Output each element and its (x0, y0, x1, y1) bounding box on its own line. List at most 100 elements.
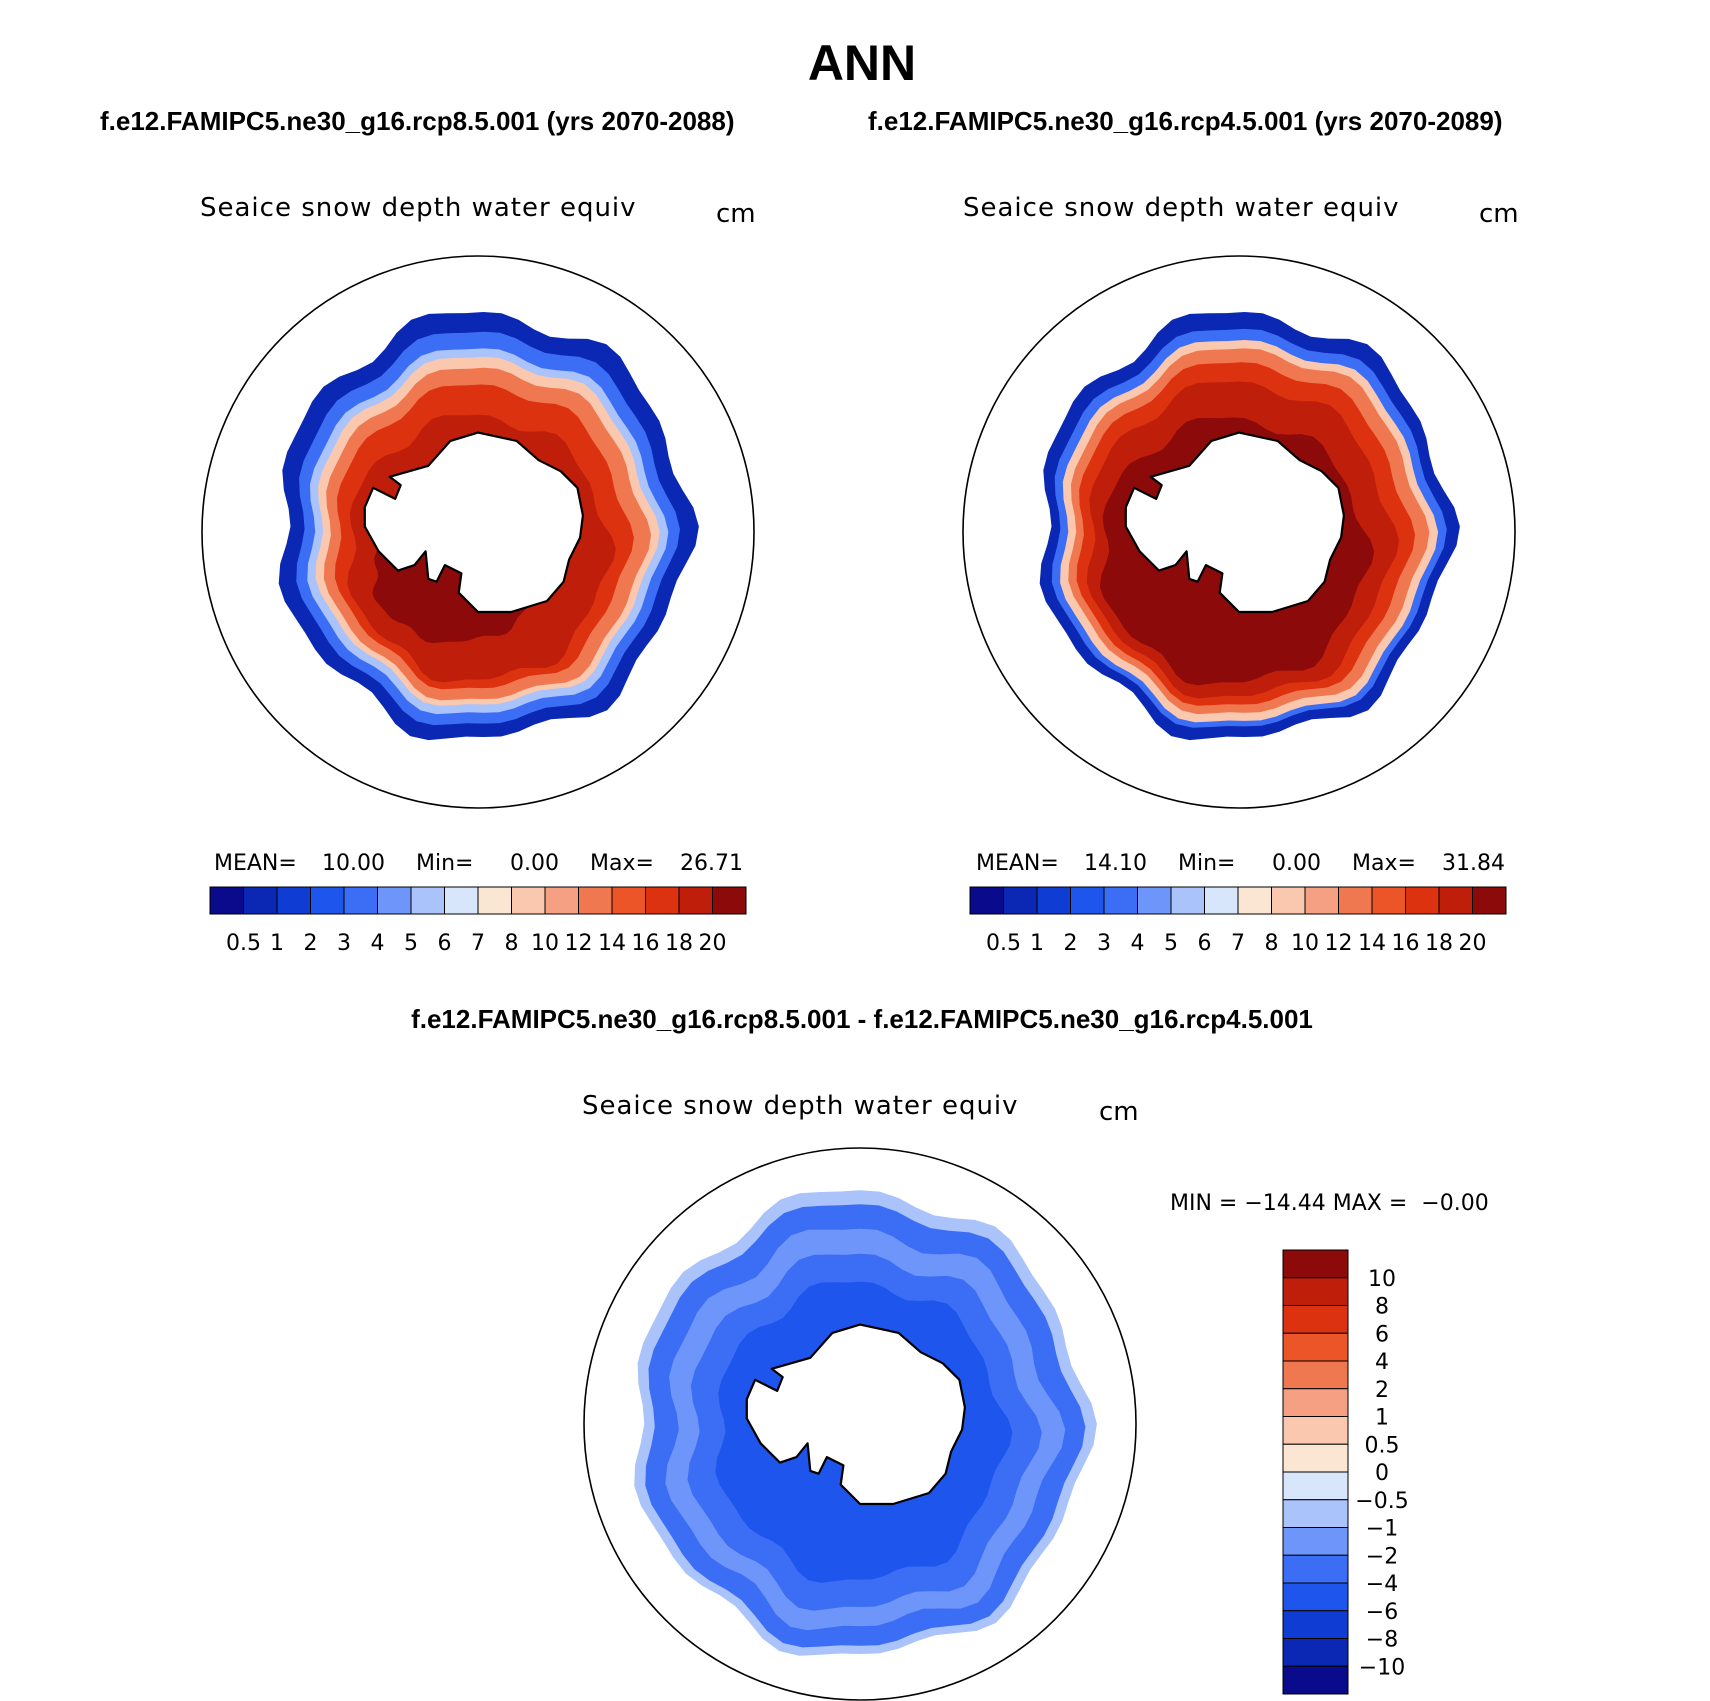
antarctica-coastline (1124, 431, 1345, 614)
colorbar-box (1103, 886, 1138, 915)
colorbar-box (1282, 1610, 1349, 1639)
colorbar-box (678, 886, 713, 915)
colorbar-box (544, 886, 579, 915)
left-stats: MEAN= 10.00 Min= 0.00 Max= 26.71 (214, 851, 743, 876)
colorbar-tick-label: 4 (371, 931, 385, 956)
right-map (962, 255, 1516, 809)
colorbar-tick-label: −10 (1359, 1655, 1405, 1680)
colorbar-box (611, 886, 646, 915)
colorbar-box (1170, 886, 1205, 915)
colorbar-box (1204, 886, 1239, 915)
left-mean-value: 10.00 (322, 851, 385, 876)
colorbar-tick-label: 20 (1459, 931, 1487, 956)
colorbar-box (209, 886, 244, 915)
right-case-label: f.e12.FAMIPC5.ne30_g16.rcp4.5.001 (yrs 2… (868, 106, 1503, 136)
colorbar-tick-label: 6 (1198, 931, 1212, 956)
right-panel: Seaice snow depth water equiv cm MEAN= 1… (962, 193, 1519, 956)
colorbar-box (1282, 1443, 1349, 1473)
colorbar-box (1282, 1499, 1349, 1528)
left-min-label: Min= (416, 851, 473, 876)
right-max-value: 31.84 (1442, 851, 1505, 876)
colorbar-tick-label: −2 (1366, 1544, 1398, 1569)
colorbar-tick-label: 10 (1368, 1267, 1396, 1292)
colorbar-box (1282, 1360, 1349, 1390)
colorbar-tick-label: 2 (1375, 1378, 1389, 1403)
right-variable-label: Seaice snow depth water equiv (963, 193, 1400, 223)
left-case-label: f.e12.FAMIPC5.ne30_g16.rcp8.5.001 (yrs 2… (100, 106, 735, 136)
colorbar-tick-label: 0.5 (1365, 1433, 1400, 1458)
colorbar-box (1070, 886, 1105, 915)
colorbar-box (1036, 886, 1071, 915)
colorbar-tick-label: −1 (1366, 1517, 1398, 1542)
diff-min-max: MIN = −14.44 MAX = −0.00 (1170, 1191, 1489, 1216)
colorbar-box (276, 886, 311, 915)
colorbar-box (310, 886, 345, 915)
colorbar-box (1237, 886, 1272, 915)
colorbar-box (1282, 1332, 1349, 1362)
colorbar-tick-label: 12 (565, 931, 593, 956)
colorbar-tick-label: 18 (1425, 931, 1453, 956)
map-boundary (201, 255, 755, 809)
colorbar-box (511, 886, 546, 915)
right-mean-label: MEAN= (976, 851, 1059, 876)
right-min-label: Min= (1178, 851, 1235, 876)
colorbar-tick-label: 16 (1392, 931, 1420, 956)
antarctica-coastline (363, 431, 584, 614)
colorbar-box (444, 886, 479, 915)
colorbar-tick-label: 2 (1064, 931, 1078, 956)
diff-map (583, 1147, 1137, 1701)
left-panel: Seaice snow depth water equiv cm MEAN= 1… (200, 193, 756, 956)
map-boundary (962, 255, 1516, 809)
map-boundary (583, 1147, 1137, 1701)
left-mean-label: MEAN= (214, 851, 297, 876)
colorbar-box (578, 886, 613, 915)
colorbar-box (1338, 886, 1373, 915)
colorbar-box (377, 886, 412, 915)
colorbar-tick-label: 5 (1164, 931, 1178, 956)
colorbar-box (343, 886, 378, 915)
colorbar-box (1271, 886, 1306, 915)
map-field (1039, 312, 1460, 741)
left-map (201, 255, 755, 809)
diff-panel: f.e12.FAMIPC5.ne30_g16.rcp8.5.001 - f.e1… (411, 1004, 1489, 1701)
colorbar-tick-label: 16 (632, 931, 660, 956)
colorbar-tick-label: 1 (270, 931, 284, 956)
colorbar-box (1304, 886, 1339, 915)
right-colorbar: 0.5 1 2 3 4 5 6 7 8 10 12 14 16 18 20 (969, 886, 1507, 956)
colorbar-box (243, 886, 278, 915)
colorbar-tick-label: 4 (1131, 931, 1145, 956)
colorbar-tick-label: 14 (1358, 931, 1386, 956)
left-max-value: 26.71 (680, 851, 743, 876)
colorbar-tick-label: 10 (531, 931, 559, 956)
colorbar-tick-label: 10 (1291, 931, 1319, 956)
colorbar-tick-label: −4 (1366, 1572, 1398, 1597)
colorbar-tick-label: 3 (1097, 931, 1111, 956)
colorbar-tick-label: 6 (438, 931, 452, 956)
colorbar-box (969, 886, 1004, 915)
diff-variable-label: Seaice snow depth water equiv (582, 1091, 1019, 1121)
colorbar-tick-label: 7 (471, 931, 485, 956)
colorbar-box (1282, 1416, 1349, 1445)
colorbar-box (712, 886, 747, 915)
colorbar-tick-label: 18 (665, 931, 693, 956)
diff-colorbar: 10 86 4 2 10.5 0 −0.5 −1−2 −4 −6 −8−10 (1282, 1249, 1409, 1695)
right-stats: MEAN= 14.10 Min= 0.00 Max= 31.84 (976, 851, 1505, 876)
right-min-value: 0.00 (1272, 851, 1321, 876)
right-units-label: cm (1479, 199, 1519, 229)
colorbar-tick-label: 6 (1375, 1322, 1389, 1347)
right-mean-value: 14.10 (1084, 851, 1147, 876)
left-colorbar: 0.5 1 2 3 4 5 6 7 8 10 12 14 16 18 20 (209, 886, 747, 956)
diff-units-label: cm (1099, 1097, 1139, 1127)
colorbar-tick-label: −6 (1366, 1600, 1398, 1625)
colorbar-tick-label: 8 (505, 931, 519, 956)
colorbar-box (1282, 1665, 1349, 1695)
colorbar-box (1371, 886, 1406, 915)
colorbar-box (1438, 886, 1473, 915)
left-max-label: Max= (590, 851, 654, 876)
colorbar-box (1472, 886, 1507, 915)
colorbar-tick-label: 5 (404, 931, 418, 956)
right-max-label: Max= (1352, 851, 1416, 876)
colorbar-box (1282, 1471, 1349, 1501)
figure-title: ANN (808, 35, 916, 91)
colorbar-box (1003, 886, 1038, 915)
